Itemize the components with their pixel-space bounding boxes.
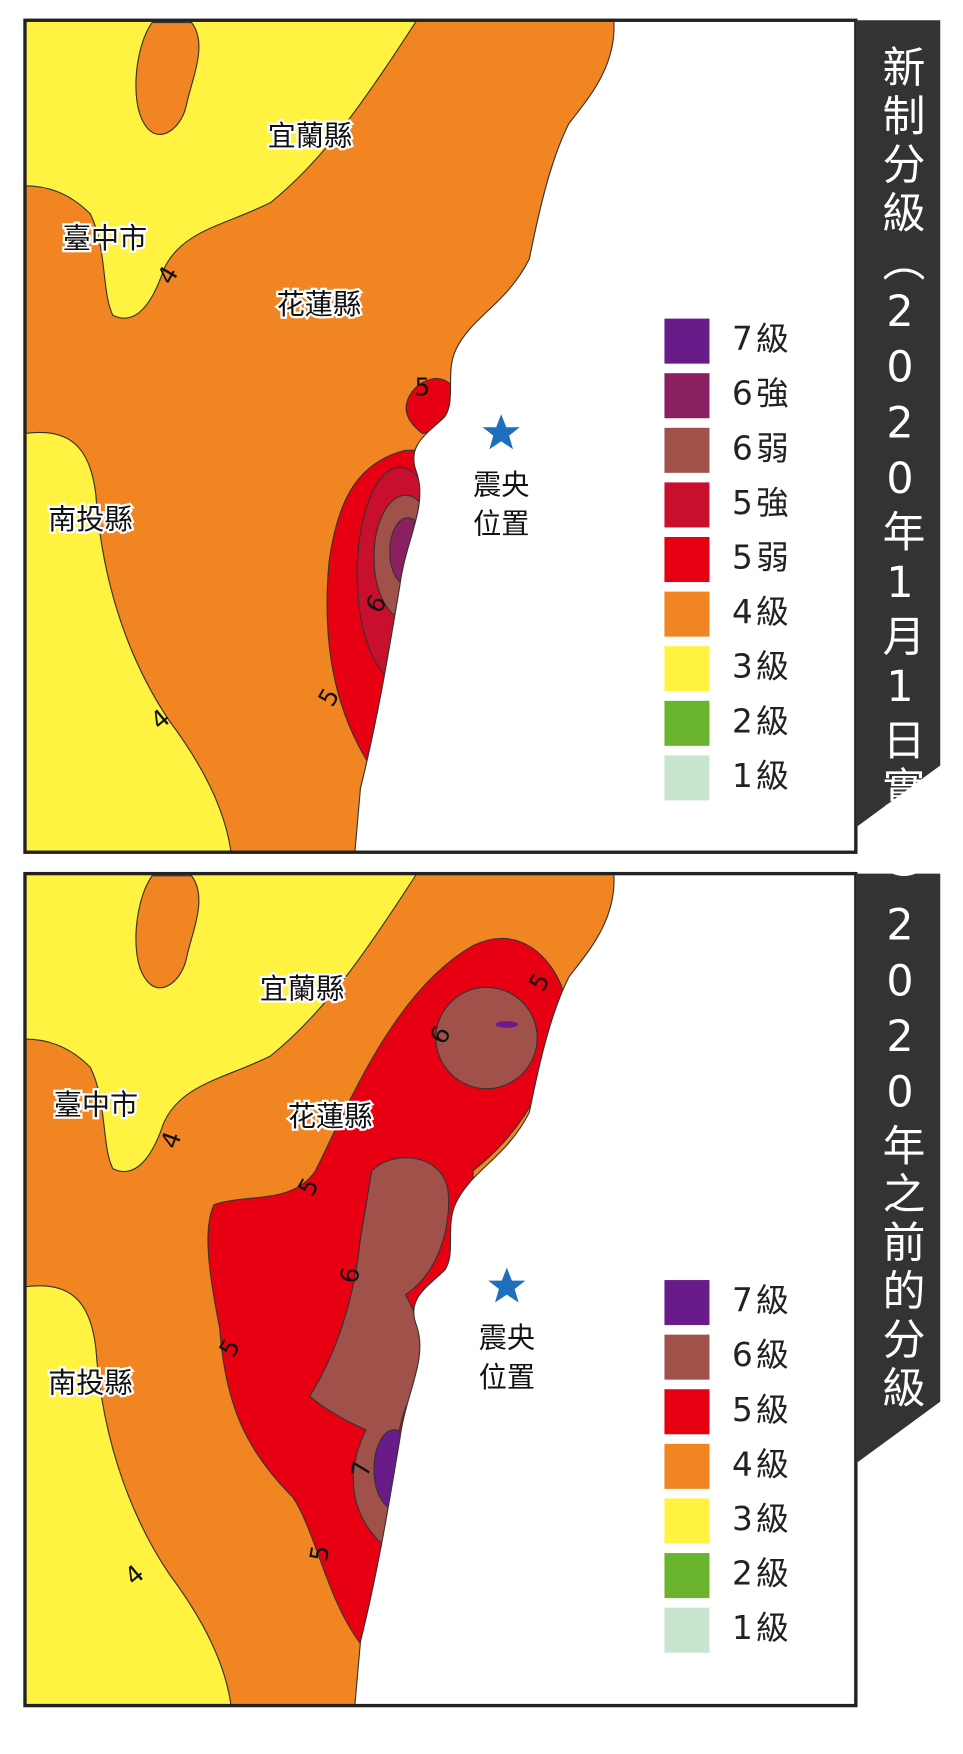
- legend-label: 7級: [732, 320, 792, 358]
- legend-swatch: [664, 1553, 710, 1599]
- epicenter-label: 位置: [479, 1361, 535, 1394]
- legend-swatch: [664, 373, 710, 419]
- legend-label: 4級: [732, 593, 792, 631]
- map-panel-2: [23, 871, 941, 1708]
- legend-label: 2級: [732, 702, 792, 740]
- legend-label: 6級: [732, 1336, 792, 1374]
- legend-swatch: [664, 318, 710, 364]
- legend-label: 3級: [732, 1500, 792, 1538]
- contour-label: 7: [346, 1459, 377, 1480]
- legend-label: 5弱: [732, 539, 792, 577]
- legend-label: 1級: [732, 1609, 792, 1647]
- contour-label: 5: [415, 372, 431, 401]
- place-label: 花蓮縣: [288, 1100, 372, 1133]
- legend-label: 7級: [732, 1282, 792, 1320]
- place-label: 宜蘭縣: [260, 973, 344, 1006]
- legend-swatch: [664, 1280, 710, 1326]
- legend-swatch: [664, 591, 710, 637]
- legend-swatch: [664, 700, 710, 746]
- place-label: 臺中市: [63, 222, 147, 255]
- place-label: 宜蘭縣: [268, 119, 352, 152]
- contour-label: 6: [334, 1265, 365, 1286]
- legend-swatch: [664, 537, 710, 583]
- legend-label: 6強: [732, 375, 792, 413]
- legend-label: 5級: [732, 1391, 792, 1429]
- legend-swatch: [664, 755, 710, 801]
- place-label: 臺中市: [54, 1089, 138, 1122]
- map-panel-1: [23, 18, 941, 854]
- legend-label: 6弱: [732, 429, 792, 467]
- legend-swatch: [664, 427, 710, 473]
- legend-swatch: [664, 1443, 710, 1489]
- legend-label: 5強: [732, 484, 792, 522]
- legend-swatch: [664, 1498, 710, 1544]
- legend-swatch: [664, 1334, 710, 1380]
- place-label: 南投縣: [48, 503, 132, 536]
- legend-label: 1級: [732, 757, 792, 795]
- legend-swatch: [664, 1389, 710, 1435]
- panel-title: 新制分級（2020年1月1日實行）: [875, 45, 925, 911]
- legend-swatch: [664, 646, 710, 692]
- legend-label: 3級: [732, 648, 792, 686]
- legend-swatch: [664, 482, 710, 528]
- epicenter-label: 震央: [479, 1322, 535, 1355]
- legend-label: 4級: [732, 1445, 792, 1483]
- panel-title: 2020年之前的分級: [875, 901, 925, 1414]
- legend-label: 2級: [732, 1555, 792, 1593]
- place-label: 花蓮縣: [277, 288, 361, 321]
- contour-label: 5: [304, 1543, 335, 1564]
- place-label: 南投縣: [48, 1367, 132, 1400]
- epicenter-label: 震央: [473, 468, 529, 501]
- epicenter-label: 位置: [473, 508, 529, 541]
- legend-swatch: [664, 1607, 710, 1653]
